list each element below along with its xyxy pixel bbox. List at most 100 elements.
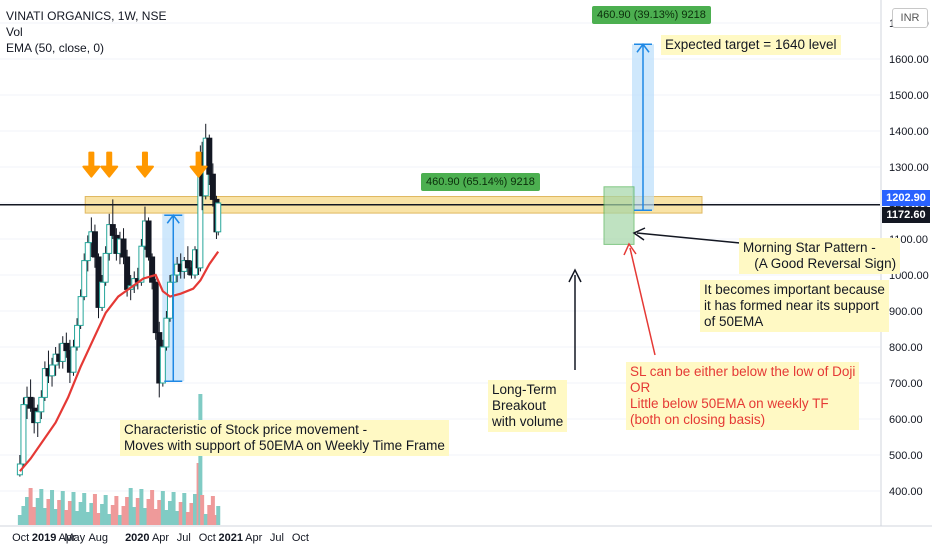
candle-body [206,137,213,175]
note-morning-star: Morning Star Pattern - (A Good Reversal … [739,238,901,274]
candle-body [166,281,173,319]
volume-bar [39,489,44,525]
volume-bar [103,495,108,525]
volume-bar [210,496,215,525]
ema-line [19,250,220,472]
volume-bar [60,491,65,525]
candle-body [70,346,77,373]
volume-bar [189,503,194,525]
note-characteristic: Characteristic of Stock price movement -… [120,420,449,456]
volume-bar [157,500,162,525]
measure-badge-first: 460.90 (65.14%) 9218 [421,173,540,191]
candle-body [34,411,41,424]
measure-badge-second: 460.90 (39.13%) 9218 [592,6,711,24]
price-tick-label: 1500.00 [889,90,929,102]
candle-body [106,224,113,254]
volume-bar [135,498,140,525]
volume-bar [193,494,198,525]
volume-bar [96,513,101,525]
volume-bar [17,515,22,525]
time-tick-label: Jul [270,532,284,544]
volume-bar [160,491,165,525]
down-arrow-icon [100,151,119,178]
currency-button[interactable]: INR [892,8,928,28]
note-importance: It becomes important because it has form… [700,280,889,332]
ema-50-line [19,250,220,472]
volume-bar [107,514,112,525]
volume-bar [182,493,187,525]
volume-bar [175,511,180,525]
chart-legend: VINATI ORGANICS, 1W, NSE Vol EMA (50, cl… [6,8,166,56]
time-tick-label: Jul [177,532,191,544]
time-tick-label: Oct [12,532,29,544]
volume-bar [171,492,176,525]
volume-bar [125,497,130,525]
volume-bar [42,508,47,525]
candle-body [215,202,222,233]
candle-body [102,252,109,283]
time-tick-label: 2019 [32,532,56,544]
candle-body [41,368,48,398]
volume-bar [35,498,40,525]
volume-bar [216,506,221,525]
candle-body [63,342,70,352]
stop-loss-pointer-line [629,247,656,356]
drawing-overlays [82,42,741,382]
volume-bar [100,504,105,525]
volume-bar [164,510,169,525]
volume-bar [200,495,205,525]
candle-body [120,238,127,258]
candle-body [84,242,91,262]
time-tick-label: Aug [88,532,108,544]
price-tick-label: 700.00 [889,378,923,390]
time-tick-label: Apr [152,532,169,544]
volume-bar [150,490,155,525]
time-tick-label: Oct [292,532,309,544]
price-tick-label: 500.00 [889,450,923,462]
volume-bar [89,503,94,525]
price-tick-label: 1600.00 [889,54,929,66]
volume-bar [178,502,183,525]
volume-bar [207,505,212,525]
candle-body [163,317,170,348]
note-stop-loss: SL can be either below the low of Doji O… [626,362,860,430]
volume-bar [21,506,26,525]
volume-bar [46,499,51,525]
volume-bar [85,512,90,525]
volume-bar [78,502,83,525]
time-tick-label: 2021 [219,532,243,544]
volume-bar [75,511,80,525]
volume-bar [53,509,58,525]
candle-body [184,260,191,269]
down-arrow-icon [82,151,101,178]
candle-body [77,296,84,326]
morning-star-pointer-line [636,232,741,244]
price-tick-label: 900.00 [889,306,923,318]
down-arrow-icon [135,151,154,178]
candle-body [138,245,145,283]
candle-body [20,404,27,465]
price-tick-label: 1300.00 [889,162,929,174]
legend-title: VINATI ORGANICS, 1W, NSE [6,9,167,23]
candle-body [159,346,166,384]
price-tick-label: 400.00 [889,486,923,498]
morning-star-pointer-head [632,227,646,241]
volume-bar [146,499,151,525]
volume-bar [153,509,158,525]
volume-bar [185,512,190,525]
price-tick-label: 600.00 [889,414,923,426]
candle-body [145,220,152,258]
volume-histogram [17,394,221,525]
price-tag-upper: 1202.90 [882,190,930,206]
volume-bar [57,500,62,525]
legend-ema: EMA (50, close, 0) [6,41,105,55]
note-target: Expected target = 1640 level [661,35,841,55]
candle-body [38,396,45,413]
candle-body [74,324,81,348]
down-arrow-icon [189,151,208,178]
candle-body [209,173,216,200]
volume-bar [64,510,69,525]
volume-bar [71,492,76,525]
candle-body [124,256,131,290]
